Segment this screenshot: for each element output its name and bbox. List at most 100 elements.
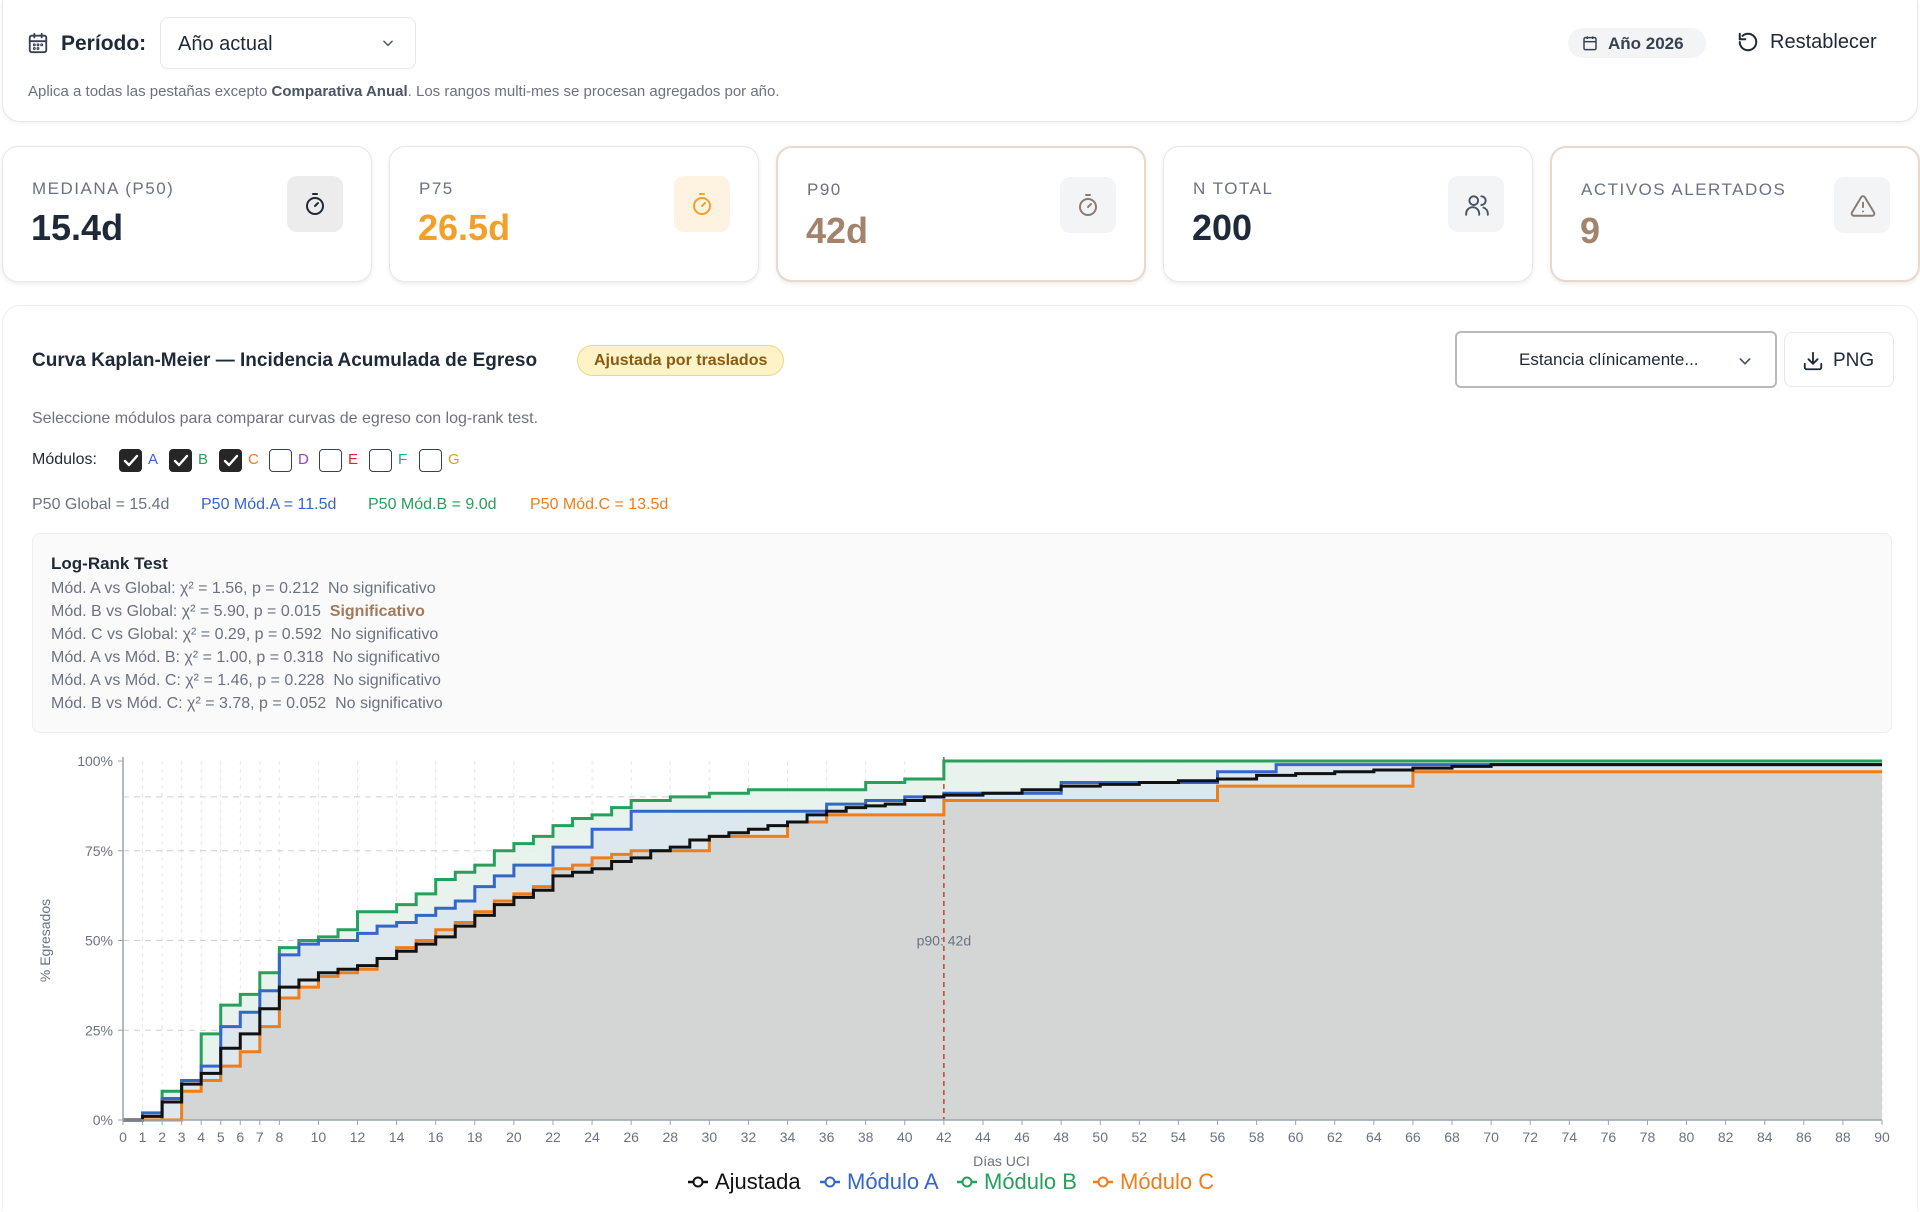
- x-tick-label: 58: [1249, 1129, 1265, 1145]
- stat-value: 42d: [806, 210, 869, 251]
- stat-value: 26.5d: [418, 207, 511, 248]
- stopwatch-icon: [674, 176, 730, 232]
- x-tick-label: 86: [1796, 1129, 1812, 1145]
- x-tick-label: 54: [1171, 1129, 1187, 1145]
- x-tick-label: 22: [545, 1129, 561, 1145]
- logrank-stat: Mód. C vs Global: χ² = 0.29, p = 0.592: [51, 626, 331, 643]
- stat-card-median: MEDIANA (P50) 15.4d: [2, 146, 372, 282]
- y-tick-label: 25%: [85, 1022, 113, 1038]
- series-line-ajustada: [123, 763, 1882, 1122]
- reset-label: Restablecer: [1770, 31, 1877, 53]
- x-tick-label: 8: [275, 1129, 283, 1145]
- chevron-down-icon: [383, 40, 393, 47]
- series-area: [123, 771, 1882, 1120]
- legend-marker: [1097, 1176, 1109, 1188]
- module-letter: F: [398, 451, 408, 468]
- check-icon: [223, 454, 239, 467]
- p50-item: P50 Mód.B = 9.0d: [368, 496, 497, 513]
- logrank-result: No significativo: [332, 649, 441, 666]
- x-tick-label: 68: [1444, 1129, 1460, 1145]
- logrank-result: No significativo: [330, 626, 439, 643]
- legend-marker: [961, 1176, 973, 1188]
- p50-item: P50 Mód.A = 11.5d: [201, 496, 337, 513]
- x-tick-label: 42: [936, 1129, 952, 1145]
- stat-value: 9: [1580, 210, 1601, 251]
- logrank-row: Mód. C vs Global: χ² = 0.29, p = 0.592 N…: [51, 626, 438, 644]
- stat-label: P75: [419, 179, 454, 198]
- legend-label: Módulo C: [1120, 1169, 1214, 1194]
- logrank-stat: Mód. B vs Global: χ² = 5.90, p = 0.015: [51, 603, 330, 620]
- stopwatch-icon: [1060, 177, 1116, 233]
- x-axis-title: Días UCI: [973, 1153, 1030, 1169]
- x-tick-label: 72: [1522, 1129, 1538, 1145]
- download-png-button[interactable]: PNG: [1784, 332, 1894, 387]
- stay-type-value: Estancia clínicamente...: [1519, 350, 1699, 369]
- checkbox: [419, 449, 442, 472]
- module-letter: E: [348, 451, 359, 468]
- year-badge: Año 2026: [1568, 28, 1706, 58]
- x-tick-label: 62: [1327, 1129, 1343, 1145]
- logrank-box: Log-Rank Test Mód. A vs Global: χ² = 1.5…: [32, 533, 1892, 733]
- logrank-result: No significativo: [335, 695, 443, 712]
- x-tick-label: 78: [1640, 1129, 1656, 1145]
- checkbox: [269, 449, 292, 472]
- x-tick-label: 64: [1366, 1129, 1382, 1145]
- checkbox: [119, 449, 142, 472]
- x-tick-label: 24: [584, 1129, 600, 1145]
- legend-label: Módulo B: [984, 1169, 1077, 1194]
- stat-label: N TOTAL: [1193, 179, 1274, 198]
- period-select[interactable]: Año actual: [160, 17, 416, 69]
- module-letter: D: [298, 451, 309, 468]
- users-icon: [1448, 176, 1504, 232]
- x-tick-label: 30: [702, 1129, 718, 1145]
- x-tick-label: 32: [741, 1129, 757, 1145]
- x-tick-label: 28: [662, 1129, 678, 1145]
- logrank-row: Mód. A vs Mód. B: χ² = 1.00, p = 0.318 N…: [51, 649, 440, 667]
- x-tick-label: 48: [1053, 1129, 1069, 1145]
- stay-type-select[interactable]: Estancia clínicamente...: [1455, 331, 1777, 388]
- y-tick-label: 75%: [85, 843, 113, 859]
- x-tick-label: 52: [1132, 1129, 1148, 1145]
- x-tick-label: 88: [1835, 1129, 1851, 1145]
- stat-card-p75: P75 26.5d: [389, 146, 759, 282]
- x-tick-label: 66: [1405, 1129, 1421, 1145]
- stat-value: 200: [1192, 207, 1253, 248]
- chevron-down-icon: [1739, 358, 1751, 365]
- note-prefix: Aplica a todas las pestañas excepto: [28, 83, 272, 100]
- alert-triangle-icon: [1834, 177, 1890, 233]
- x-tick-label: 0: [119, 1129, 127, 1145]
- x-tick-label: 80: [1679, 1129, 1695, 1145]
- logrank-row: Mód. A vs Mód. C: χ² = 1.46, p = 0.228 N…: [51, 672, 441, 690]
- logrank-result: No significativo: [333, 672, 441, 689]
- stat-label: MEDIANA (P50): [32, 179, 175, 198]
- checkbox: [369, 449, 392, 472]
- x-tick-label: 50: [1092, 1129, 1108, 1145]
- check-icon: [123, 454, 139, 467]
- logrank-title: Log-Rank Test: [51, 554, 168, 573]
- x-tick-label: 56: [1210, 1129, 1226, 1145]
- p50-item: P50 Mód.C = 13.5d: [530, 496, 669, 513]
- x-tick-label: 40: [897, 1129, 913, 1145]
- logrank-result: No significativo: [328, 580, 436, 597]
- calendar-icon: [28, 32, 48, 54]
- x-tick-label: 34: [780, 1129, 796, 1145]
- calendar-icon: [1583, 36, 1597, 51]
- x-tick-label: 2: [158, 1129, 166, 1145]
- logrank-result: Significativo: [329, 603, 425, 620]
- x-tick-label: 46: [1014, 1129, 1030, 1145]
- x-tick-label: 1: [139, 1129, 147, 1145]
- x-tick-label: 70: [1483, 1129, 1499, 1145]
- note-bold: Comparativa Anual: [271, 83, 408, 100]
- x-tick-label: 4: [197, 1129, 205, 1145]
- check-icon: [173, 454, 189, 467]
- rotate-ccw-icon: [1738, 32, 1758, 52]
- x-tick-label: 6: [236, 1129, 244, 1145]
- p90-reference-label: p90: 42d: [917, 933, 972, 949]
- x-tick-label: 38: [858, 1129, 874, 1145]
- x-tick-label: 12: [350, 1129, 366, 1145]
- p50-item: P50 Global = 15.4d: [32, 496, 170, 513]
- modules-label: Módulos:: [32, 451, 97, 468]
- x-tick-label: 18: [467, 1129, 483, 1145]
- x-tick-label: 76: [1601, 1129, 1617, 1145]
- series-line-modulo-b: [123, 759, 1882, 1122]
